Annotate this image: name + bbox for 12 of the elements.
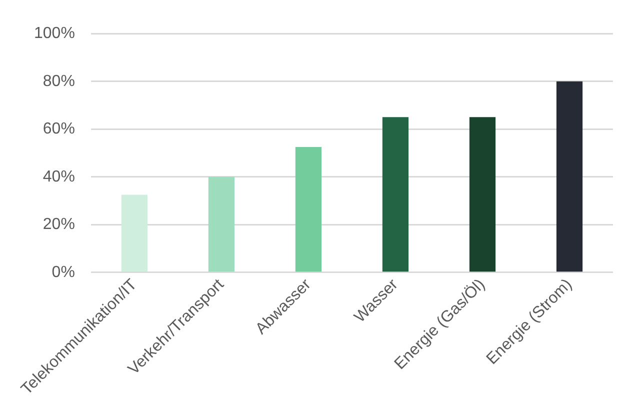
- bar: [295, 147, 322, 272]
- y-tick-label: 0%: [52, 264, 75, 281]
- bar: [556, 81, 583, 272]
- y-tick-label: 40%: [42, 168, 75, 186]
- bar: [382, 117, 409, 272]
- y-tick-label: 100%: [34, 25, 75, 42]
- bar: [121, 194, 148, 272]
- bar: [208, 176, 234, 272]
- y-tick-label: 60%: [42, 120, 75, 138]
- y-tick-label: 80%: [42, 72, 75, 90]
- bar: [469, 117, 496, 272]
- y-tick-label: 20%: [42, 216, 75, 234]
